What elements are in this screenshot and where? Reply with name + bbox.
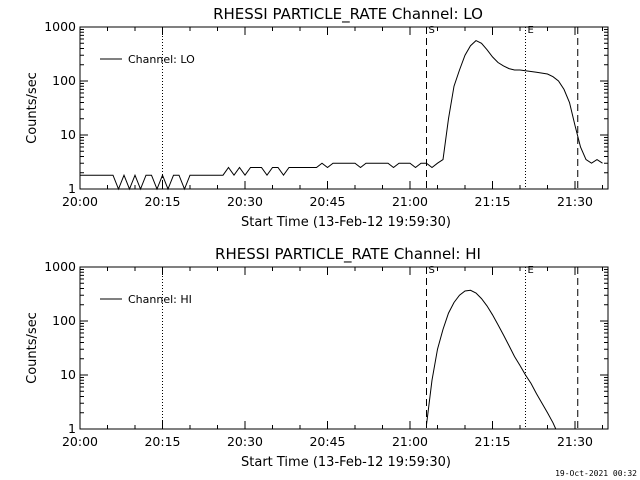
panel-lo-plot: 1 10 100 1000 20:00 20:15 20:30 20:45 21:00 21:15… [44, 19, 609, 209]
panel-lo-title: RHESSI PARTICLE_RATE Channel: LO [213, 5, 483, 24]
panel-lo-marker-label: S [429, 25, 435, 36]
panel-hi-xtick-label: 20:45 [309, 434, 345, 449]
panel-hi-xtick-label: 21:00 [392, 434, 428, 449]
panel-lo-ylabel: Counts/sec [25, 72, 40, 144]
panel-hi-ytick-label: 1000 [44, 259, 76, 274]
panel-lo-frame [79, 26, 609, 190]
panel-lo: RHESSI PARTICLE_RATE Channel: LO Counts/… [25, 5, 609, 230]
panel-lo-xtick-label: 20:00 [62, 194, 98, 209]
panel-lo-ytick-label: 10 [60, 127, 76, 142]
panel-lo-ytick-label: 1 [68, 181, 76, 196]
panel-hi-xlabel: Start Time (13-Feb-12 19:59:30) [241, 455, 451, 470]
panel-lo-legend-label: Channel: LO [128, 53, 195, 66]
panel-lo-xtick-label: 21:15 [474, 194, 510, 209]
panel-lo-xtick-label: 20:30 [227, 194, 263, 209]
panel-hi-frame [79, 266, 609, 430]
panel-hi-xtick-label: 20:00 [62, 434, 98, 449]
panel-hi-marker-label: E [528, 265, 534, 276]
panel-hi-ytick-label: 1 [68, 421, 76, 436]
panel-hi-plot: 1 10 100 1000 20:00 20:15 20:30 20:45 21:00 21:15… [44, 259, 609, 449]
panel-hi-xtick-label: 21:15 [474, 434, 510, 449]
panel-lo-series-line [80, 39, 603, 191]
panel-hi-marker-label: S [429, 265, 435, 276]
panel-hi-title: RHESSI PARTICLE_RATE Channel: HI [215, 245, 481, 264]
panel-hi-xtick-label: 21:30 [557, 434, 593, 449]
panel-hi: RHESSI PARTICLE_RATE Channel: HI Counts/… [25, 245, 609, 470]
panel-lo-xtick-label: 21:30 [557, 194, 593, 209]
panel-lo-ytick-label: 1000 [44, 19, 76, 34]
panel-lo-xtick-label: 20:15 [144, 194, 180, 209]
date-stamp: 19-Oct-2021 00:32 [555, 469, 637, 478]
panel-lo-ytick-label: 100 [52, 73, 76, 88]
panel-lo-xtick-label: 20:45 [309, 194, 345, 209]
panel-lo-marker-label: E [528, 25, 534, 36]
panel-hi-ytick-label: 10 [60, 367, 76, 382]
panel-hi-xtick-label: 20:30 [227, 434, 263, 449]
panel-hi-series-line [426, 289, 557, 430]
panel-lo-xlabel: Start Time (13-Feb-12 19:59:30) [241, 215, 451, 230]
panel-lo-xtick-label: 21:00 [392, 194, 428, 209]
panel-hi-legend-label: Channel: HI [128, 293, 192, 306]
panel-hi-ytick-label: 100 [52, 313, 76, 328]
panel-hi-xtick-label: 20:15 [144, 434, 180, 449]
panel-hi-ylabel: Counts/sec [25, 312, 40, 384]
